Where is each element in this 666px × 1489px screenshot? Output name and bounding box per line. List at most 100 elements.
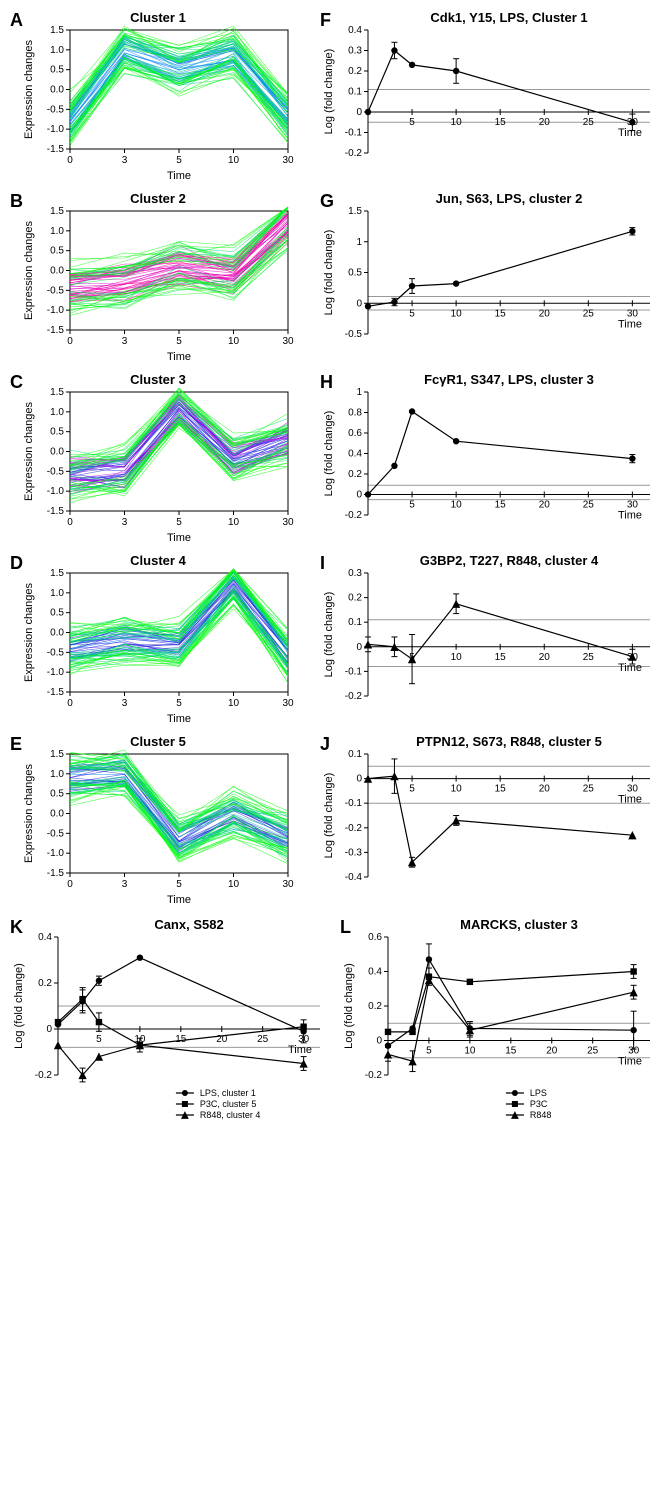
- svg-text:3: 3: [122, 155, 128, 166]
- svg-text:15: 15: [495, 117, 507, 128]
- line-panel-G: GJun, S63, LPS, cluster 2-0.500.511.5510…: [318, 189, 658, 364]
- svg-text:Log (fold change): Log (fold change): [323, 230, 335, 316]
- svg-text:20: 20: [539, 500, 551, 511]
- svg-text:Cdk1, Y15, LPS, Cluster 1: Cdk1, Y15, LPS, Cluster 1: [430, 10, 587, 25]
- svg-text:0.1: 0.1: [348, 617, 362, 628]
- svg-text:20: 20: [546, 1046, 558, 1057]
- svg-text:Expression changes: Expression changes: [23, 39, 35, 139]
- cluster-panel-A: ACluster 1-1.5-1.0-0.50.00.51.01.5035103…: [8, 8, 308, 183]
- svg-text:R848, cluster 4: R848, cluster 4: [200, 1110, 261, 1120]
- panel-label: C: [10, 372, 23, 393]
- svg-text:1.5: 1.5: [50, 206, 64, 217]
- svg-text:10: 10: [464, 1046, 476, 1057]
- svg-text:3: 3: [122, 698, 128, 709]
- svg-text:-0.2: -0.2: [345, 823, 363, 834]
- svg-text:-1.5: -1.5: [47, 506, 65, 517]
- svg-text:Time: Time: [618, 1056, 642, 1068]
- panel-label: D: [10, 553, 23, 574]
- line-panel-I: IG3BP2, T227, R848, cluster 4-0.2-0.100.…: [318, 551, 658, 726]
- svg-text:0.4: 0.4: [348, 449, 362, 460]
- svg-text:0.6: 0.6: [368, 932, 382, 943]
- svg-text:0.4: 0.4: [368, 967, 382, 978]
- svg-text:1.0: 1.0: [50, 588, 64, 599]
- svg-text:15: 15: [495, 652, 507, 663]
- svg-text:-0.5: -0.5: [47, 104, 65, 115]
- svg-text:Time: Time: [167, 170, 191, 182]
- svg-text:0.5: 0.5: [50, 608, 64, 619]
- svg-text:25: 25: [587, 1046, 599, 1057]
- bottom-panel-L: LMARCKS, cluster 3-0.200.20.40.651015202…: [338, 915, 658, 1125]
- svg-text:-1.0: -1.0: [47, 486, 65, 497]
- svg-text:25: 25: [257, 1034, 269, 1045]
- svg-text:Time: Time: [167, 894, 191, 906]
- svg-text:0: 0: [356, 107, 362, 118]
- svg-text:5: 5: [176, 879, 182, 890]
- svg-text:Cluster 1: Cluster 1: [130, 10, 186, 25]
- svg-text:Time: Time: [618, 318, 642, 330]
- svg-text:5: 5: [409, 500, 415, 511]
- svg-text:0: 0: [356, 642, 362, 653]
- svg-text:-0.2: -0.2: [345, 148, 363, 159]
- svg-text:5: 5: [96, 1034, 102, 1045]
- svg-text:5: 5: [409, 784, 415, 795]
- svg-text:0.1: 0.1: [348, 87, 362, 98]
- bottom-panel-K: KCanx, S582-0.200.20.451015202530TimeLog…: [8, 915, 328, 1125]
- svg-text:1: 1: [356, 237, 362, 248]
- svg-text:25: 25: [583, 652, 595, 663]
- svg-text:0.0: 0.0: [50, 809, 64, 820]
- svg-text:0.0: 0.0: [50, 85, 64, 96]
- svg-text:Time: Time: [618, 127, 642, 139]
- svg-text:-1.0: -1.0: [47, 305, 65, 316]
- svg-text:5: 5: [426, 1046, 432, 1057]
- svg-text:Canx, S582: Canx, S582: [154, 917, 223, 932]
- svg-text:0.5: 0.5: [50, 246, 64, 257]
- svg-text:1.5: 1.5: [50, 568, 64, 579]
- svg-text:10: 10: [228, 879, 240, 890]
- svg-text:Time: Time: [288, 1044, 312, 1056]
- svg-text:Log (fold change): Log (fold change): [323, 49, 335, 135]
- svg-text:15: 15: [505, 1046, 517, 1057]
- svg-text:30: 30: [282, 698, 294, 709]
- svg-text:20: 20: [539, 784, 551, 795]
- svg-text:10: 10: [228, 155, 240, 166]
- svg-text:-1.0: -1.0: [47, 124, 65, 135]
- svg-text:Time: Time: [167, 713, 191, 725]
- svg-text:0.0: 0.0: [50, 628, 64, 639]
- svg-text:0.0: 0.0: [50, 266, 64, 277]
- svg-text:Expression changes: Expression changes: [23, 582, 35, 682]
- cluster-panel-D: DCluster 4-1.5-1.0-0.50.00.51.01.5035103…: [8, 551, 308, 726]
- svg-text:-0.5: -0.5: [47, 647, 65, 658]
- panel-label: E: [10, 734, 22, 755]
- svg-text:30: 30: [282, 336, 294, 347]
- svg-text:FcγR1, S347, LPS, cluster 3: FcγR1, S347, LPS, cluster 3: [424, 372, 594, 387]
- svg-text:PTPN12, S673, R848, cluster 5: PTPN12, S673, R848, cluster 5: [416, 734, 602, 749]
- svg-text:0.6: 0.6: [348, 428, 362, 439]
- svg-text:MARCKS, cluster 3: MARCKS, cluster 3: [460, 917, 578, 932]
- svg-text:0.2: 0.2: [348, 66, 362, 77]
- svg-text:1.0: 1.0: [50, 769, 64, 780]
- svg-text:Time: Time: [618, 794, 642, 806]
- svg-text:0: 0: [67, 336, 73, 347]
- svg-text:Expression changes: Expression changes: [23, 220, 35, 320]
- svg-text:Log (fold change): Log (fold change): [323, 592, 335, 678]
- line-panel-F: FCdk1, Y15, LPS, Cluster 1-0.2-0.100.10.…: [318, 8, 658, 183]
- svg-text:20: 20: [539, 652, 551, 663]
- svg-text:Cluster 3: Cluster 3: [130, 372, 186, 387]
- svg-text:3: 3: [122, 517, 128, 528]
- svg-text:-0.4: -0.4: [345, 872, 363, 883]
- svg-text:0.3: 0.3: [348, 568, 362, 579]
- svg-text:-1.5: -1.5: [47, 868, 65, 879]
- panel-label: B: [10, 191, 23, 212]
- panel-label: G: [320, 191, 334, 212]
- svg-text:Cluster 2: Cluster 2: [130, 191, 186, 206]
- svg-text:5: 5: [409, 308, 415, 319]
- svg-text:0.1: 0.1: [348, 749, 362, 760]
- svg-text:5: 5: [176, 155, 182, 166]
- svg-text:20: 20: [539, 117, 551, 128]
- svg-text:25: 25: [583, 784, 595, 795]
- svg-text:1.0: 1.0: [50, 45, 64, 56]
- svg-text:-0.2: -0.2: [35, 1070, 53, 1081]
- svg-text:5: 5: [176, 336, 182, 347]
- svg-text:1.5: 1.5: [50, 25, 64, 36]
- svg-text:25: 25: [583, 500, 595, 511]
